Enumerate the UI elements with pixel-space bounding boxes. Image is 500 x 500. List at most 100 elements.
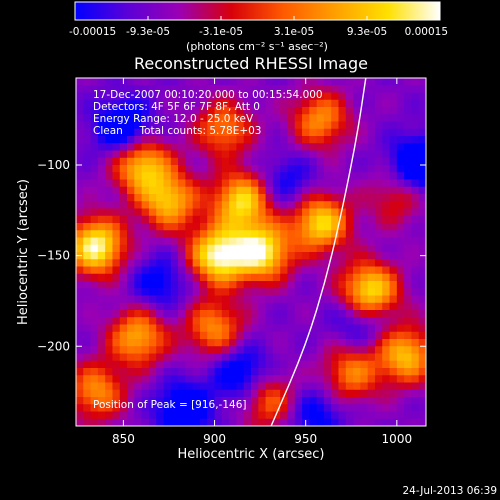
heatmap-cell [119,208,128,217]
heatmap-cell [221,208,230,217]
heatmap-cell [105,230,114,239]
heatmap-cell [338,346,347,355]
heatmap-cell [338,186,347,195]
heatmap-cell [294,288,303,297]
heatmap-cell [374,194,383,202]
solar-limb-curve [270,78,367,426]
heatmap-cell [251,353,259,362]
heatmap-cell [178,404,186,413]
heatmap-cell [83,121,92,130]
heatmap-cell [97,389,106,398]
heatmap-cell [272,252,281,260]
heatmap-cell [141,259,150,268]
heatmap-cell [243,382,252,391]
heatmap-cell [214,194,223,202]
heatmap-cell [389,208,398,217]
heatmap-cell [272,136,281,144]
heatmap-cell [265,107,274,115]
heatmap-cell [163,208,172,217]
heatmap-cell [353,107,361,115]
heatmap-cell [360,201,369,210]
heatmap-cell [418,382,426,391]
heatmap-cell [258,360,267,369]
heatmap-cell [112,99,121,108]
heatmap-cell [323,346,332,355]
heatmap-cell [156,237,165,246]
heatmap-cell [170,411,179,420]
heatmap-cell [360,404,369,413]
heatmap-cell [156,317,165,326]
heatmap-cell [178,208,186,217]
heatmap-cell [302,237,310,246]
heatmap-cell [374,324,383,333]
heatmap-cell [214,266,223,275]
heatmap-cell [251,237,259,246]
heatmap-cell [105,404,114,413]
heatmap-cell [112,397,121,405]
heatmap-cell [389,266,398,275]
heatmap-cell [185,172,194,181]
heatmap-cell [374,382,383,391]
heatmap-cell [382,418,391,426]
heatmap-cell [353,244,361,253]
heatmap-cell [382,223,391,231]
heatmap-cell [112,310,121,318]
heatmap-cell [265,397,274,405]
heatmap-cell [170,368,179,376]
heatmap-cell [331,165,340,173]
heatmap-cell [272,172,281,181]
heatmap-cell [418,411,426,420]
heatmap-cell [119,382,128,391]
heatmap-cell [76,107,84,115]
heatmap-cell [243,136,252,144]
heatmap-cell [207,382,216,391]
heatmap-cell [127,136,135,144]
heatmap-cell [221,295,230,304]
heatmap-cell [236,237,245,246]
heatmap-cell [163,143,172,152]
heatmap-cell [287,360,296,369]
heatmap-cell [309,179,318,188]
heatmap-cell [119,302,128,311]
heatmap-cell [199,360,208,369]
heatmap-cell [83,172,92,181]
heatmap-cell [389,360,398,369]
heatmap-cell [207,288,216,297]
heatmap-cell [192,244,201,253]
heatmap-cell [141,266,150,275]
heatmap-cell [353,288,361,297]
heatmap-cell [199,114,208,123]
heatmap-cell [331,382,340,391]
heatmap-cell [404,143,413,152]
heatmap-cell [309,201,318,210]
heatmap-cell [236,230,245,239]
heatmap-cell [185,208,194,217]
heatmap-cell [236,223,245,231]
heatmap-cell [382,331,391,340]
heatmap-cell [148,85,157,94]
heatmap-cell [396,310,405,318]
heatmap-cell [192,92,201,101]
heatmap-cell [309,136,318,144]
heatmap-cell [265,143,274,152]
heatmap-cell [141,295,150,304]
heatmap-cell [199,172,208,181]
heatmap-cell [148,179,157,188]
heatmap-cell [192,411,201,420]
heatmap-cell [97,179,106,188]
heatmap-cell [287,353,296,362]
heatmap-cell [170,208,179,217]
heatmap-cell [374,295,383,304]
heatmap-cell [185,404,194,413]
heatmap-cell [404,215,413,224]
heatmap-cell [119,114,128,123]
heatmap-cell [163,368,172,376]
heatmap-cell [229,252,238,260]
heatmap-cell [331,331,340,340]
heatmap-cell [207,411,216,420]
heatmap-cell [156,165,165,173]
heatmap-cell [382,143,391,152]
heatmap-cell [309,237,318,246]
heatmap-cell [134,266,143,275]
heatmap-cell [90,288,99,297]
